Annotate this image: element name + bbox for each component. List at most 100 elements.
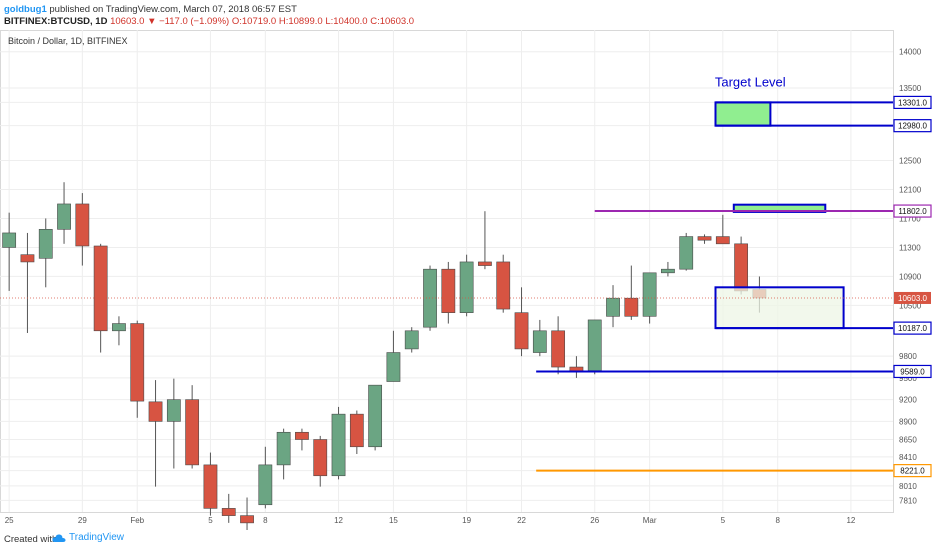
candle-down <box>295 431 309 440</box>
level-label-box <box>893 204 932 218</box>
publish-info: goldbug1 published on TradingView.com, M… <box>4 4 297 15</box>
x-tick-label: 8 <box>263 516 268 525</box>
candle-down <box>148 401 163 422</box>
candle-down <box>697 236 712 241</box>
level-label-box <box>893 321 932 335</box>
y-tick-label: 8010 <box>899 482 917 491</box>
candle-down <box>240 515 254 524</box>
y-tick-label: 13500 <box>899 84 922 93</box>
candle-up <box>166 399 181 422</box>
x-tick-label: 25 <box>5 516 14 525</box>
tradingview-cloud-icon <box>52 533 66 542</box>
y-tick-label: 11700 <box>899 214 921 223</box>
candle-up <box>38 229 53 259</box>
x-tick-label: 26 <box>590 516 599 525</box>
y-tick-label: 8410 <box>899 453 917 462</box>
symbol-info: BITFINEX:BTCUSD, 1D 10603.0 ▼ −117.0 (−1… <box>4 16 414 27</box>
candle-up <box>532 330 547 353</box>
y-tick-label: 7810 <box>899 496 917 505</box>
candle-down <box>75 203 90 247</box>
down-arrow-icon: ▼ <box>147 16 157 27</box>
ohlc-values: O:10719.0 H:10899.0 L:10400.0 C:10603.0 <box>231 16 415 27</box>
y-tick-label: 14000 <box>899 48 922 57</box>
chart-header: goldbug1 published on TradingView.com, M… <box>0 0 932 30</box>
y-tick-label: 10500 <box>899 301 922 310</box>
level-label: 9589.0 <box>900 367 925 376</box>
y-axis: 7810801082218410865089009200950098001018… <box>893 48 932 505</box>
candle-up <box>258 464 273 506</box>
zone-box <box>714 286 845 330</box>
candle-down <box>185 399 200 466</box>
level-lines <box>0 101 893 472</box>
x-tick-label: 8 <box>775 516 780 525</box>
x-tick-label: 15 <box>389 516 398 525</box>
x-tick-label: 5 <box>208 516 213 525</box>
zone-box <box>714 101 772 127</box>
x-tick-label: 12 <box>846 516 855 525</box>
y-tick-label: 11300 <box>899 243 921 252</box>
candle-down <box>93 245 108 332</box>
x-tick-label: Feb <box>130 516 144 525</box>
level-label: 11802.0 <box>898 207 927 216</box>
candle-down <box>624 297 639 317</box>
x-tick-label: 12 <box>334 516 343 525</box>
annotations: Target Level <box>715 75 786 90</box>
y-tick-label: 8900 <box>899 417 917 426</box>
candle-down <box>203 464 218 509</box>
candlestick-chart[interactable]: Target Level 781080108221841086508900920… <box>0 30 932 530</box>
x-tick-label: 19 <box>462 516 471 525</box>
target-level-annotation: Target Level <box>715 75 786 90</box>
candle-up <box>404 330 419 350</box>
y-tick-label: 9800 <box>899 352 917 361</box>
level-label-box <box>893 364 932 379</box>
x-tick-label: 5 <box>721 516 726 525</box>
y-tick-label: 9500 <box>899 374 917 383</box>
candle-up <box>661 268 675 274</box>
level-label: 13301.0 <box>898 98 927 107</box>
candle-down <box>496 261 511 310</box>
last-price: 10603.0 <box>110 16 145 27</box>
tradingview-logo[interactable]: TradingView <box>52 532 124 543</box>
candle-up <box>642 272 657 317</box>
footer: Created with TradingView <box>0 530 932 550</box>
candle-down <box>313 439 328 477</box>
y-tick-label: 9200 <box>899 396 917 405</box>
candle-down <box>349 413 364 448</box>
x-tick-label: 29 <box>78 516 87 525</box>
candle-up <box>587 319 602 371</box>
candle-up <box>459 261 474 313</box>
symbol-label: BITFINEX:BTCUSD, 1D <box>4 16 108 27</box>
y-tick-label: 10900 <box>899 272 922 281</box>
y-tick-label: 8650 <box>899 436 917 445</box>
candle-up <box>331 413 346 477</box>
level-label: 12980.0 <box>898 122 927 131</box>
candle-up <box>423 268 437 328</box>
x-axis: 25 29 Feb 5 8 12 15 19 22 26 Mar 5 8 12 <box>5 516 856 525</box>
candle-down <box>715 236 730 245</box>
plot-border <box>0 30 894 513</box>
candle-up <box>606 297 620 317</box>
level-label: 8221.0 <box>900 467 925 476</box>
price-change: −117.0 (−1.09%) <box>159 16 230 27</box>
level-label-box <box>893 95 932 110</box>
author-link[interactable]: goldbug1 <box>4 4 47 15</box>
candle-down <box>20 254 35 263</box>
candle-up <box>112 323 126 332</box>
candle-down <box>130 323 145 402</box>
last-price-label-box <box>894 291 931 304</box>
x-tick-label: 22 <box>517 516 526 525</box>
candle-up <box>2 232 17 248</box>
candle-down <box>734 243 749 292</box>
x-tick-label: Mar <box>643 516 657 525</box>
candle-down <box>221 508 236 516</box>
boxes <box>714 101 845 330</box>
candle-down <box>551 330 566 368</box>
level-label: 10187.0 <box>898 324 927 333</box>
level-label-box <box>893 119 932 133</box>
candle-up <box>276 431 291 466</box>
y-tick-label: 12500 <box>899 156 922 165</box>
candle-up <box>386 352 401 382</box>
tradingview-brand: TradingView <box>69 532 125 543</box>
chart-title: Bitcoin / Dollar, 1D, BITFINEX <box>8 36 128 46</box>
candle-down <box>514 312 529 350</box>
